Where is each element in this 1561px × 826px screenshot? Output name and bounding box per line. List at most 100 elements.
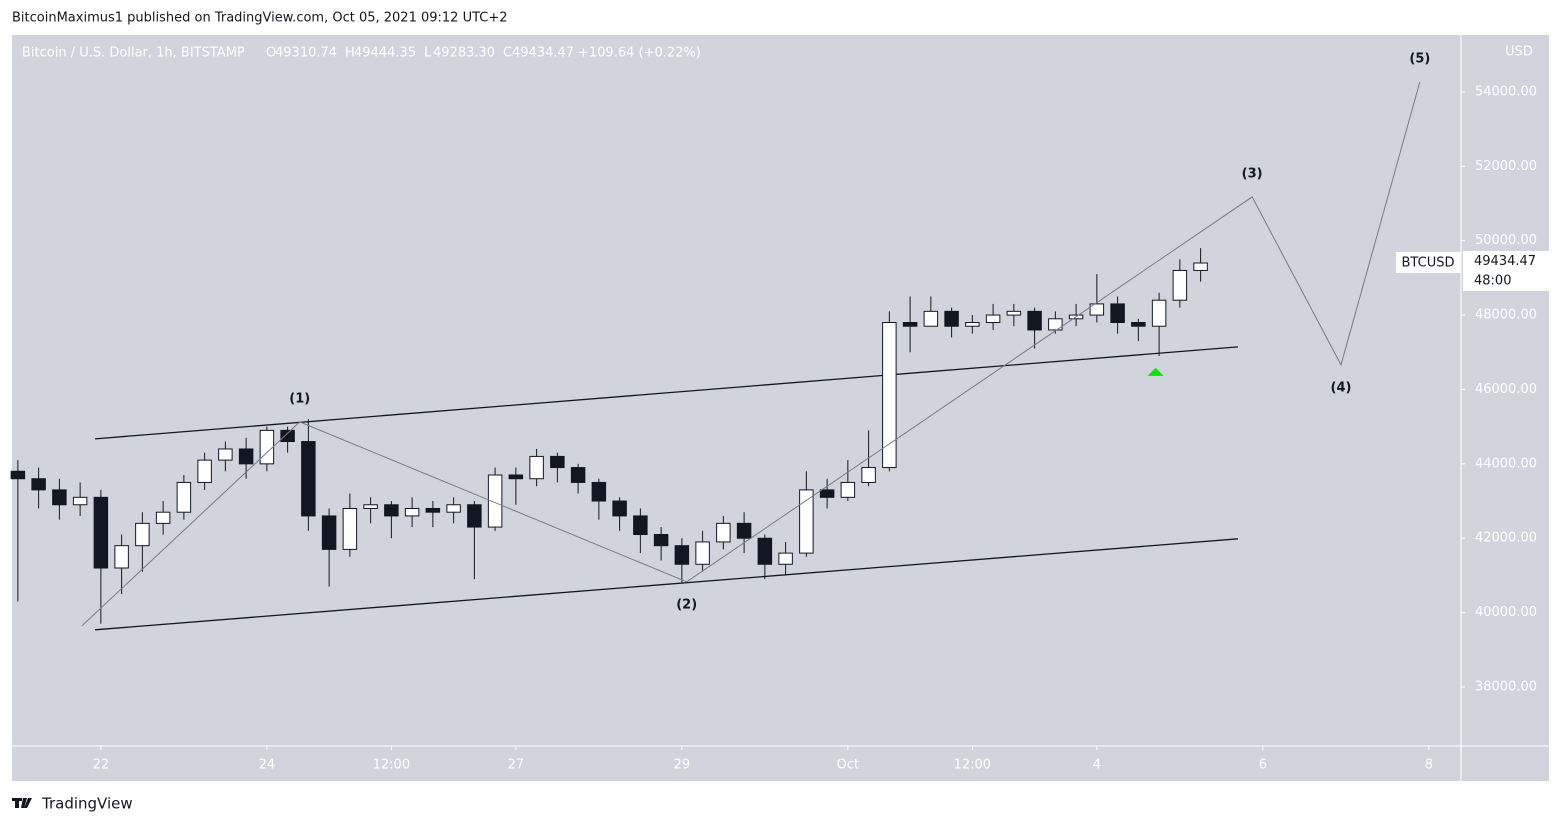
candle-body — [425, 507, 441, 513]
y-tick-label: 48000.00 — [1475, 308, 1537, 323]
candle-body — [965, 322, 980, 327]
candle-body — [861, 467, 876, 483]
footer-brand: TradingView — [41, 795, 133, 813]
candle-body — [114, 545, 129, 569]
y-tick-label: 54000.00 — [1475, 84, 1537, 99]
legend-symbol: Bitcoin / U.S. Dollar, 1h, BITSTAMP — [22, 46, 245, 61]
channel-line — [94, 346, 1238, 440]
legend-key: H — [345, 46, 355, 61]
publisher: BitcoinMaximus1 published on TradingView… — [12, 11, 508, 26]
candle-body — [799, 489, 814, 554]
candle-body — [1110, 303, 1125, 324]
legend-change: +109.64 (+0.22%) — [578, 46, 701, 61]
x-tick-label: 29 — [674, 758, 691, 773]
x-tick-label: 4 — [1093, 758, 1101, 773]
legend-value: 49444.35 — [354, 46, 416, 61]
wave-label: (5) — [1409, 51, 1430, 66]
candle-body — [446, 504, 461, 513]
candle-body — [1193, 262, 1208, 271]
wave-label: (2) — [676, 597, 697, 612]
candle-body — [238, 448, 254, 465]
candle-body — [218, 448, 233, 461]
candle-body — [674, 545, 690, 565]
candle-body — [259, 429, 275, 465]
candle-body — [93, 496, 109, 569]
badge-price-box — [1463, 251, 1549, 291]
legend-key: L — [424, 46, 432, 61]
legend-key: C — [503, 46, 512, 61]
badge-symbol: BTCUSD — [1402, 256, 1455, 271]
candle-body — [197, 459, 212, 483]
y-tick-label: 46000.00 — [1475, 382, 1537, 397]
candle-body — [467, 504, 482, 528]
candle-body — [176, 481, 192, 513]
candle-body — [135, 522, 150, 547]
x-tick-label: 12:00 — [373, 758, 410, 773]
chart-background — [12, 35, 1549, 781]
candle-body — [882, 322, 897, 469]
candle-body — [736, 522, 752, 539]
candle-body — [384, 504, 399, 517]
x-tick-label: 8 — [1425, 758, 1433, 773]
candle-body — [695, 541, 710, 565]
candle-body — [529, 455, 544, 480]
candle-body — [570, 467, 586, 483]
channel-line — [94, 538, 1238, 631]
y-tick-label: 40000.00 — [1475, 605, 1537, 620]
candle-body — [72, 496, 88, 506]
candle-body — [301, 441, 316, 517]
tv-logo — [12, 798, 32, 808]
x-tick-label: 27 — [508, 758, 525, 773]
axis-currency: USD — [1505, 45, 1533, 60]
candle-body — [778, 552, 793, 565]
candle-body — [280, 429, 295, 443]
candle-body — [944, 310, 959, 327]
legend-value: 49283.30 — [433, 46, 495, 61]
candle-body — [633, 515, 648, 536]
candle-body — [840, 481, 856, 498]
candle-body — [321, 515, 337, 550]
candle-body — [155, 511, 171, 524]
legend-value: 49310.74 — [275, 46, 337, 61]
candle-body — [591, 481, 607, 502]
candle-body — [550, 455, 565, 469]
buy-marker — [1147, 367, 1164, 376]
y-tick-label: 38000.00 — [1475, 680, 1537, 695]
x-tick-label: 12:00 — [954, 758, 991, 773]
candle-body — [52, 489, 67, 506]
badge-countdown: 48:00 — [1474, 274, 1511, 289]
wave-label: (4) — [1331, 380, 1352, 395]
badge-symbol-box — [1396, 252, 1461, 273]
candle-body — [653, 534, 669, 547]
candle-body — [1131, 322, 1146, 327]
candle-body — [612, 500, 627, 517]
candle-body — [757, 537, 773, 565]
y-tick-label: 44000.00 — [1475, 456, 1537, 471]
x-tick-label: 6 — [1259, 758, 1267, 773]
wave-label: (3) — [1242, 166, 1263, 181]
candle-body — [819, 489, 835, 498]
wave-label: (1) — [289, 391, 310, 406]
y-tick-label: 42000.00 — [1475, 531, 1537, 546]
candle-body — [1048, 318, 1063, 331]
candle-body — [923, 310, 939, 327]
legend-value: 49434.47 — [512, 46, 574, 61]
badge-price: 49434.47 — [1474, 254, 1536, 269]
candle-body — [1172, 269, 1188, 301]
candle-body — [404, 507, 420, 517]
y-tick-label: 52000.00 — [1475, 159, 1537, 174]
candle-body — [1089, 303, 1105, 316]
candle-body — [363, 504, 378, 509]
legend-key: O — [266, 46, 276, 61]
candle-body — [487, 474, 503, 528]
candle-body — [716, 522, 731, 543]
y-tick-label: 50000.00 — [1475, 233, 1537, 248]
candle-body — [508, 474, 524, 480]
candle-body — [985, 314, 1001, 324]
candle-body — [10, 470, 26, 480]
candle-body — [1006, 310, 1022, 316]
candle-body — [342, 507, 358, 550]
x-tick-label: 24 — [259, 758, 276, 773]
wave-line — [81, 81, 1421, 627]
